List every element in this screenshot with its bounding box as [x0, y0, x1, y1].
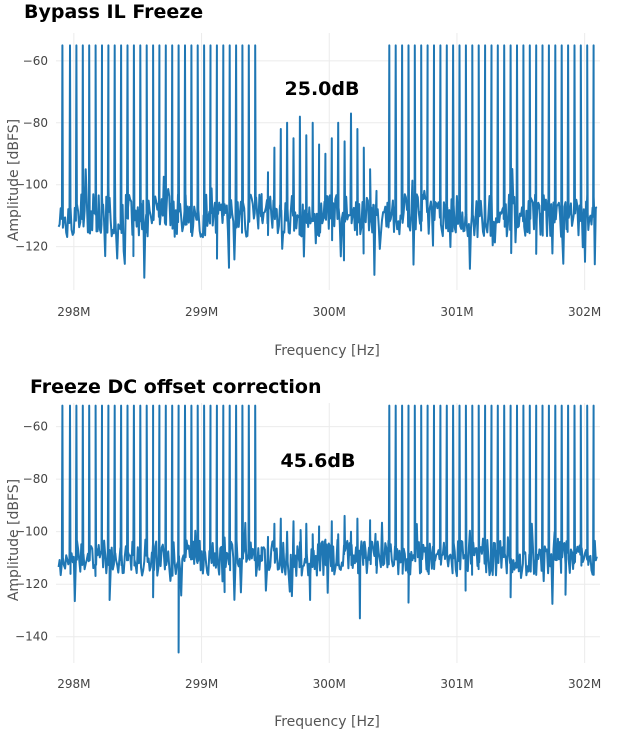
series-line [57, 44, 598, 279]
x-tick-label: 299M [185, 677, 218, 691]
y-tick-label: −120 [15, 577, 48, 591]
x-tick-label: 301M [440, 305, 473, 319]
y-tick-label: −100 [15, 525, 48, 539]
chart-title: Freeze DC offset correction [30, 376, 322, 398]
y-tick-label: −60 [23, 54, 48, 68]
x-axis-label: Frequency [Hz] [274, 714, 380, 730]
y-tick-label: −140 [15, 630, 48, 644]
chart-title: Bypass IL Freeze [24, 1, 203, 23]
x-tick-label: 300M [313, 677, 346, 691]
x-tick-label: 301M [440, 677, 473, 691]
x-tick-label: 300M [313, 305, 346, 319]
x-tick-labels: 298M 299M 300M 301M 302M [57, 305, 601, 319]
x-tick-label: 299M [185, 305, 218, 319]
y-tick-labels: −120 −100 −80 −60 [15, 54, 48, 254]
x-tick-labels: 298M 299M 300M 301M 302M [57, 677, 601, 691]
x-tick-label: 298M [57, 677, 90, 691]
y-tick-label: −80 [23, 116, 48, 130]
x-tick-label: 302M [568, 677, 601, 691]
y-axis-label: Amplitude [dBFS] [6, 479, 22, 601]
x-axis-label: Frequency [Hz] [274, 343, 380, 359]
y-tick-label: −80 [23, 472, 48, 486]
y-tick-label: −60 [23, 420, 48, 434]
y-axis-label: Amplitude [dBFS] [6, 119, 22, 241]
annotation-label: 45.6dB [281, 450, 356, 472]
panel-bypass-il-freeze: Bypass IL Freeze −120 −100 −80 −60 298M 299M… [6, 1, 601, 359]
x-tick-label: 302M [568, 305, 601, 319]
y-tick-labels: −140 −120 −100 −80 −60 [15, 420, 48, 644]
annotation-label: 25.0dB [285, 78, 360, 100]
panel-freeze-dc-offset-correction: Freeze DC offset correction −140 −120 −100… [6, 376, 601, 730]
series-line [57, 404, 598, 654]
x-tick-label: 298M [57, 305, 90, 319]
gridlines [56, 33, 600, 290]
y-tick-label: −120 [15, 240, 48, 254]
y-tick-label: −100 [15, 178, 48, 192]
